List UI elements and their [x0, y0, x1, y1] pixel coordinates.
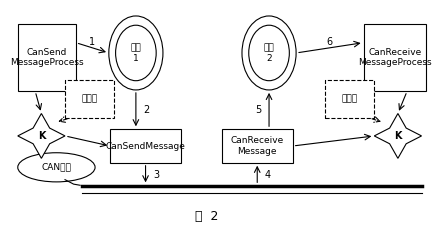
Text: 6: 6 [327, 37, 333, 47]
Ellipse shape [109, 16, 163, 90]
Text: CanReceive
MessageProcess: CanReceive MessageProcess [358, 48, 431, 67]
Text: CAN总线: CAN总线 [41, 163, 71, 172]
Text: 队列
2: 队列 2 [264, 43, 274, 63]
FancyBboxPatch shape [222, 129, 293, 163]
FancyBboxPatch shape [18, 24, 76, 91]
Text: 3: 3 [153, 170, 159, 180]
FancyBboxPatch shape [65, 80, 114, 118]
Text: 2: 2 [143, 105, 150, 115]
Text: CanSendMessage: CanSendMessage [105, 141, 186, 151]
Ellipse shape [18, 153, 95, 182]
Text: 信号量: 信号量 [341, 94, 358, 104]
Text: 1: 1 [89, 37, 95, 47]
Text: K: K [394, 131, 402, 141]
Text: 信号量: 信号量 [82, 94, 98, 104]
Text: 图  2: 图 2 [195, 210, 218, 223]
Text: CanReceive
Message: CanReceive Message [231, 136, 284, 156]
Ellipse shape [249, 25, 289, 81]
FancyBboxPatch shape [363, 24, 426, 91]
FancyBboxPatch shape [325, 80, 374, 118]
Polygon shape [374, 114, 422, 158]
Ellipse shape [116, 25, 156, 81]
Ellipse shape [242, 16, 296, 90]
Text: CanSend
MessageProcess: CanSend MessageProcess [10, 48, 84, 67]
Text: K: K [37, 131, 45, 141]
Text: 队列
1: 队列 1 [131, 43, 141, 63]
Polygon shape [18, 114, 65, 158]
Text: 4: 4 [265, 170, 271, 180]
FancyBboxPatch shape [110, 129, 181, 163]
Text: 5: 5 [255, 105, 262, 115]
